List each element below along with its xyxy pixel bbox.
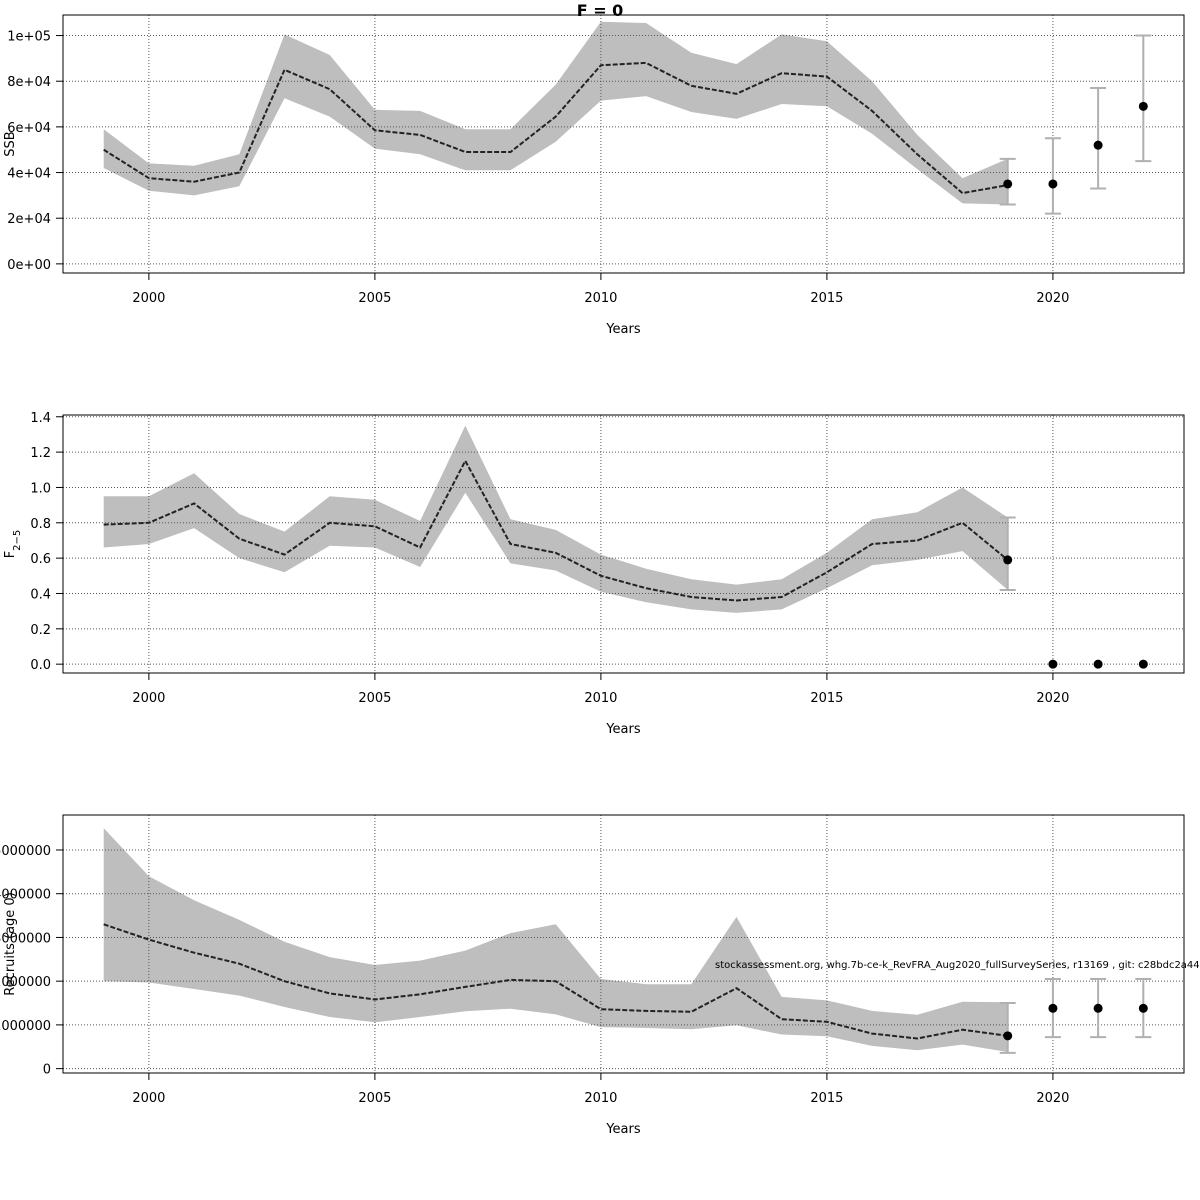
x-tick-label: 2020 bbox=[1036, 1091, 1069, 1106]
confidence-band bbox=[103, 828, 1008, 1052]
y-tick-label: 0.8 bbox=[30, 517, 51, 532]
y-tick-label: 2e+04 bbox=[7, 212, 51, 227]
x-tick-label: 2020 bbox=[1036, 691, 1069, 706]
y-axis-title-subscript: 2−5 bbox=[12, 530, 23, 551]
panel-fbar: 2000 2005 2010 2015 2020 0.0 0.2 0.4 0.6 0.8 1.0 1.… bbox=[3, 411, 1185, 737]
confidence-band bbox=[103, 21, 1008, 205]
y-tick-label: 0.2 bbox=[30, 623, 51, 638]
estimate-line bbox=[103, 458, 1009, 602]
y-tick-label: 1.4 bbox=[30, 411, 51, 426]
footnote: stockassessment.org, whg.7b-ce-k_RevFRA_… bbox=[715, 960, 1200, 971]
x-tick-label: 2015 bbox=[810, 291, 843, 306]
x-tick-label: 2015 bbox=[810, 691, 843, 706]
forecast-point bbox=[1003, 179, 1013, 189]
forecast-point bbox=[1138, 101, 1148, 111]
forecast-point bbox=[1003, 555, 1013, 565]
forecast-point bbox=[1048, 1003, 1058, 1013]
y-tick-label: 0.6 bbox=[30, 552, 51, 567]
y-tick-label: 4e+04 bbox=[7, 167, 51, 182]
y-axis-title: SSB bbox=[3, 131, 18, 156]
y-tick-label: 0.4 bbox=[30, 587, 51, 602]
y-tick-label: 8e+04 bbox=[7, 75, 51, 90]
y-tick-label: 5000000 bbox=[0, 844, 51, 859]
y-tick-label: 0.0 bbox=[30, 658, 51, 673]
forecast-point bbox=[1003, 1031, 1013, 1041]
x-axis-title: Years bbox=[605, 322, 641, 337]
plot-frame bbox=[62, 814, 1185, 1074]
forecast-point bbox=[1138, 1003, 1148, 1013]
x-axis-title: Years bbox=[605, 722, 641, 737]
y-tick-label: 6e+04 bbox=[7, 121, 51, 136]
y-tick-label: 0 bbox=[43, 1063, 51, 1078]
panel-ssb: 2000 2005 2010 2015 2020 0e+00 2e+04 4e+04 6e+04… bbox=[3, 14, 1185, 337]
forecast-point bbox=[1048, 179, 1058, 189]
y-tick-label: 1000000 bbox=[0, 1019, 51, 1034]
x-tick-label: 2020 bbox=[1036, 291, 1069, 306]
forecast-point bbox=[1138, 659, 1148, 669]
y-tick-label: 4000000 bbox=[0, 888, 51, 903]
x-tick-label: 2000 bbox=[132, 1091, 165, 1106]
x-tick-label: 2010 bbox=[584, 691, 617, 706]
forecast-point bbox=[1093, 1003, 1103, 1013]
x-tick-label: 2000 bbox=[132, 691, 165, 706]
x-tick-label: 2010 bbox=[584, 1091, 617, 1106]
forecast-point bbox=[1093, 140, 1103, 150]
x-tick-label: 2010 bbox=[584, 291, 617, 306]
y-tick-label: 1.2 bbox=[30, 446, 51, 461]
forecast-point bbox=[1093, 659, 1103, 669]
plot-frame bbox=[62, 14, 1185, 274]
x-tick-label: 2005 bbox=[358, 1091, 391, 1106]
y-tick-label: 1e+05 bbox=[7, 30, 51, 45]
x-tick-label: 2005 bbox=[358, 291, 391, 306]
y-axis-title: Recruits (age 0) bbox=[3, 892, 18, 996]
y-tick-label: 3000000 bbox=[0, 931, 51, 946]
x-tick-label: 2000 bbox=[132, 291, 165, 306]
y-tick-label: 0e+00 bbox=[7, 258, 51, 273]
chart-title: F = 0 bbox=[577, 1, 624, 20]
estimate-line bbox=[103, 61, 1008, 195]
forecast-point bbox=[1048, 659, 1058, 669]
y-axis-title: F2−5 bbox=[3, 530, 23, 559]
x-tick-label: 2005 bbox=[358, 691, 391, 706]
confidence-band bbox=[103, 425, 1008, 613]
estimate-line bbox=[103, 923, 1008, 1040]
x-axis-title: Years bbox=[605, 1122, 641, 1137]
x-tick-label: 2015 bbox=[810, 1091, 843, 1106]
y-tick-label: 1.0 bbox=[30, 481, 51, 496]
plot-frame bbox=[62, 414, 1185, 674]
